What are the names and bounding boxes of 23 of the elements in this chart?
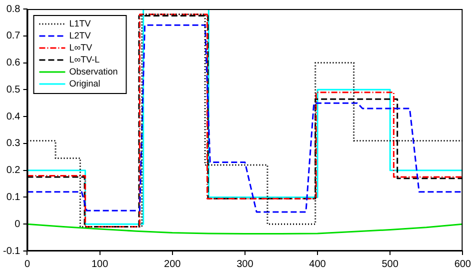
legend-label: L2TV — [69, 30, 91, 40]
legend-label: Observation — [69, 66, 118, 76]
legend-label: L∞TV-L — [69, 54, 100, 64]
y-tick-label: 0.8 — [6, 4, 21, 15]
y-tick-label: 0.2 — [6, 165, 21, 176]
y-tick-label: 0.7 — [6, 30, 21, 42]
legend-label: L∞TV — [69, 42, 92, 52]
x-tick-label: 500 — [382, 258, 399, 270]
x-tick-label: 200 — [164, 258, 182, 270]
y-tick-label: 0.1 — [6, 192, 21, 203]
x-tick-label: 100 — [91, 258, 109, 270]
y-tick-label: 0.5 — [6, 84, 21, 96]
x-tick-label: 600 — [454, 258, 472, 270]
legend-label: L1TV — [69, 18, 91, 28]
x-tick-label: 0 — [24, 258, 30, 270]
y-tick-label: 0.3 — [6, 138, 21, 150]
y-tick-label: 0.6 — [6, 58, 21, 69]
legend-label: Original — [69, 78, 100, 88]
y-tick-label: 0.4 — [6, 111, 21, 122]
y-tick-label: 0 — [14, 218, 21, 230]
x-tick-label: 300 — [236, 258, 254, 270]
y-tick-label: -0.1 — [2, 246, 21, 257]
x-tick-label: 400 — [309, 258, 326, 270]
